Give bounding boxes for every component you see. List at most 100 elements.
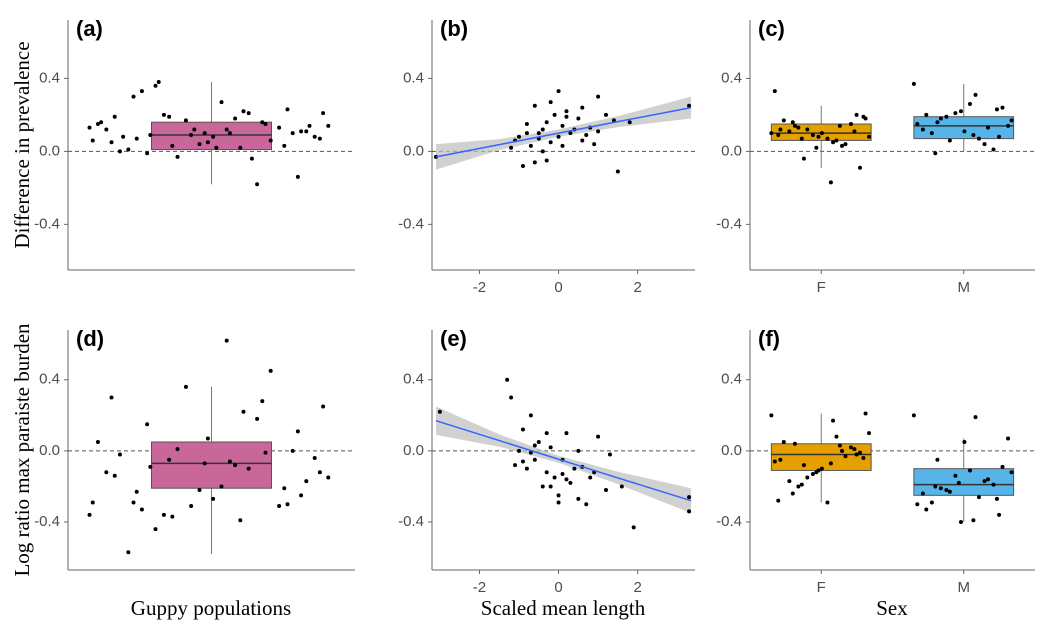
panel-label: (d) [76, 326, 104, 351]
point [548, 140, 553, 145]
point [781, 440, 786, 444]
point [805, 127, 810, 132]
point [997, 512, 1002, 517]
point [532, 160, 537, 165]
x-tick-label: -2 [473, 279, 486, 296]
point [588, 475, 593, 480]
point [568, 480, 573, 485]
x-tick-label: F [817, 579, 826, 596]
point [1009, 470, 1014, 475]
point [134, 136, 139, 141]
point [528, 413, 533, 418]
panel-label: (b) [440, 16, 468, 41]
point [241, 409, 246, 414]
point [109, 395, 114, 400]
y-tick-label: 0.0 [403, 142, 424, 159]
point [87, 125, 92, 130]
point [596, 129, 601, 134]
y-axis-label: Difference in prevalence [10, 41, 34, 248]
point [520, 459, 525, 464]
point [920, 127, 925, 132]
point [584, 502, 589, 507]
point [619, 484, 624, 489]
point [238, 145, 243, 150]
point [810, 132, 815, 137]
point [192, 127, 197, 132]
point [778, 457, 783, 462]
y-tick-label: -0.4 [34, 215, 60, 232]
point [769, 131, 774, 136]
point [202, 131, 207, 136]
point [145, 422, 150, 427]
point [828, 180, 833, 185]
point [935, 120, 940, 125]
point [246, 111, 251, 116]
point [976, 136, 981, 141]
point [997, 134, 1002, 139]
point [580, 105, 585, 110]
point [831, 140, 836, 145]
panel-label: (a) [76, 16, 103, 41]
point [576, 116, 581, 121]
y-tick-label: 0.0 [721, 442, 742, 459]
point [167, 457, 172, 462]
point [517, 448, 522, 453]
point [801, 463, 806, 468]
point [326, 123, 331, 128]
point [796, 125, 801, 130]
point [513, 463, 518, 468]
point [249, 156, 254, 161]
x-tick-label: 2 [633, 579, 641, 596]
point [787, 129, 792, 134]
point [576, 448, 581, 453]
point [790, 491, 795, 496]
point [956, 480, 961, 485]
point [282, 486, 287, 491]
point [90, 500, 95, 505]
x-tick-label: 0 [554, 279, 562, 296]
point [167, 114, 172, 119]
point [532, 457, 537, 462]
point [134, 489, 139, 494]
point [268, 138, 273, 143]
point [1006, 123, 1011, 128]
box [913, 468, 1015, 496]
point [861, 456, 866, 460]
point [1000, 464, 1005, 469]
point [929, 131, 934, 136]
point [825, 500, 830, 505]
point [189, 504, 194, 508]
point [548, 100, 553, 105]
point [509, 145, 514, 150]
point [792, 441, 797, 446]
point [556, 500, 561, 505]
point [611, 118, 616, 123]
point [170, 514, 175, 519]
x-axis-label: Scaled mean length [481, 596, 646, 620]
point [241, 109, 246, 114]
point [299, 129, 304, 134]
point [560, 472, 565, 476]
point [799, 482, 804, 487]
point [95, 440, 100, 444]
x-tick-label: M [958, 579, 971, 596]
point [317, 136, 322, 141]
point [532, 443, 537, 448]
x-axis-label: Sex [876, 596, 908, 620]
x-tick-label: F [817, 279, 826, 296]
point [227, 131, 232, 136]
point [861, 114, 866, 119]
point [863, 411, 868, 416]
point [985, 125, 990, 130]
point [437, 409, 442, 414]
point [153, 527, 158, 532]
point [991, 482, 996, 487]
point [268, 368, 273, 373]
point [219, 484, 224, 489]
point [255, 182, 260, 187]
point [852, 129, 857, 134]
point [976, 495, 981, 500]
box [151, 441, 272, 489]
point [87, 512, 92, 517]
point [104, 127, 109, 132]
